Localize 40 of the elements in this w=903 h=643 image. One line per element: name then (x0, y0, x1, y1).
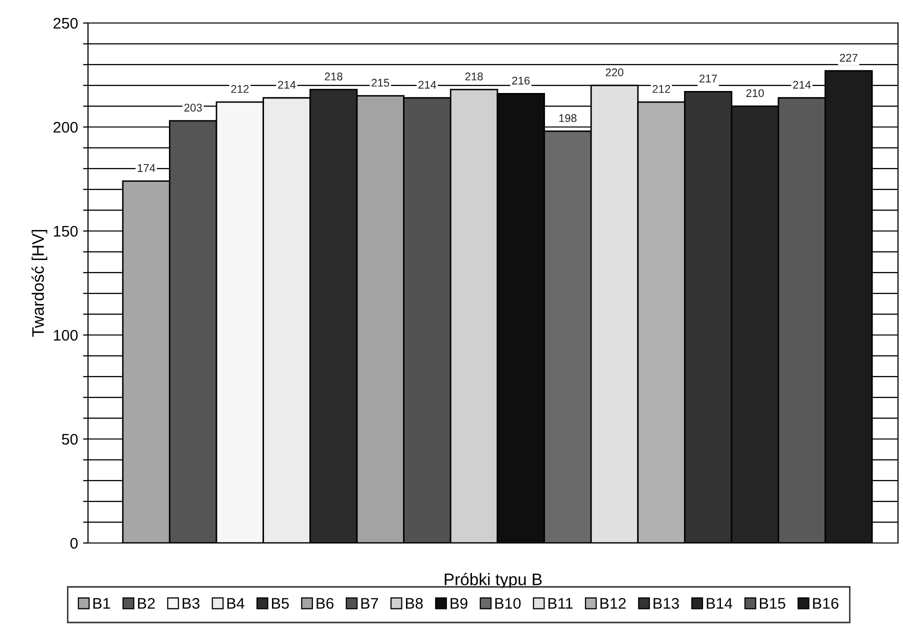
legend-label: B2 (138, 598, 155, 609)
legend-label: B11 (548, 598, 573, 609)
data-label: 214 (793, 80, 811, 89)
data-label: 216 (512, 76, 530, 85)
y-tick-label: 100 (54, 330, 78, 341)
legend-label: B9 (450, 598, 468, 609)
legend-label: B12 (600, 598, 626, 609)
y-tick-label: 150 (54, 226, 78, 237)
data-label: 212 (652, 85, 670, 93)
data-label: 210 (746, 89, 764, 98)
y-tick-label: 250 (54, 18, 78, 29)
data-label: 174 (138, 164, 156, 172)
y-tick-label: 0 (70, 538, 78, 549)
legend-label: B5 (272, 598, 289, 609)
data-label: 220 (606, 68, 624, 76)
legend-label: B4 (227, 598, 244, 609)
legend-label: B15 (760, 598, 786, 609)
legend-label: B6 (316, 598, 334, 609)
data-label: 227 (840, 54, 858, 62)
legend-label: B3 (182, 598, 200, 609)
data-label: 214 (278, 80, 296, 89)
data-label: 212 (231, 85, 249, 93)
legend-label: B13 (654, 598, 679, 609)
data-label: 217 (699, 74, 717, 82)
data-label: 214 (418, 80, 436, 89)
legend-label: B10 (495, 598, 521, 609)
legend-label: B14 (706, 598, 732, 609)
data-label: 203 (184, 104, 202, 112)
legend-label: B16 (813, 598, 838, 609)
y-axis-title: Twardość [HV] (32, 230, 48, 337)
legend-label: B7 (361, 598, 378, 609)
legend-label: B8 (406, 598, 423, 609)
data-label: 218 (465, 72, 483, 80)
data-label: 218 (324, 72, 342, 80)
data-label: 198 (559, 114, 576, 122)
legend-label: B1 (93, 598, 110, 609)
y-tick-label: 200 (54, 122, 78, 133)
x-axis-title: Próbki typu B (444, 572, 542, 589)
y-tick-label: 50 (62, 434, 78, 445)
data-label: 215 (372, 78, 390, 87)
